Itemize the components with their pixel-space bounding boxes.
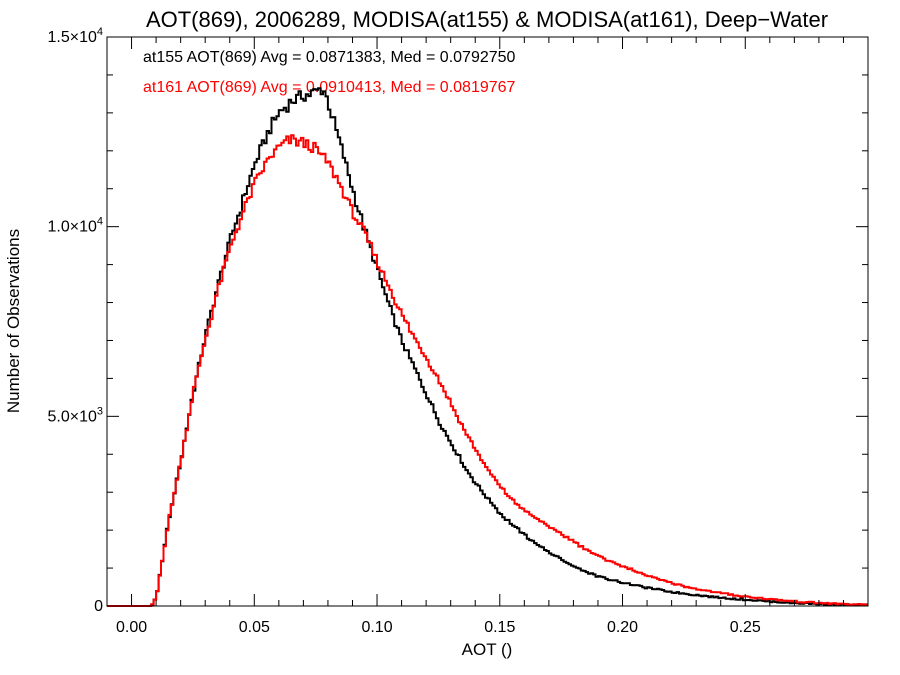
y-tick-label: 5.0×103 xyxy=(47,405,103,425)
y-axis-label: Number of Observations xyxy=(4,229,23,413)
y-tick-label: 1.5×104 xyxy=(47,26,103,46)
chart-title: AOT(869), 2006289, MODISA(at155) & MODIS… xyxy=(146,7,828,32)
series-at155-histogram xyxy=(107,87,868,607)
x-tick-label: 0.10 xyxy=(361,619,392,636)
y-tick-label: 1.0×104 xyxy=(47,216,103,236)
x-tick-label: 0.20 xyxy=(607,619,638,636)
y-tick-label: 0 xyxy=(94,598,103,615)
x-tick-label: 0.15 xyxy=(484,619,515,636)
x-tick-label: 0.00 xyxy=(116,619,147,636)
plot-area xyxy=(107,87,868,607)
series-at161-histogram xyxy=(107,134,868,607)
legend-entry-at161: at161 AOT(869) Avg = 0.0910413, Med = 0.… xyxy=(143,79,516,96)
x-axis-label: AOT () xyxy=(462,640,513,659)
axes: 0.00 0.05 0.10 0.15 0.20 0.25 0 5.0×103 1.0×104 1… xyxy=(47,26,868,636)
plot-frame xyxy=(106,36,869,607)
x-tick-label: 0.05 xyxy=(239,619,270,636)
x-tick-label: 0.25 xyxy=(730,619,761,636)
legend-entry-at155: at155 AOT(869) Avg = 0.0871383, Med = 0.… xyxy=(143,49,516,66)
